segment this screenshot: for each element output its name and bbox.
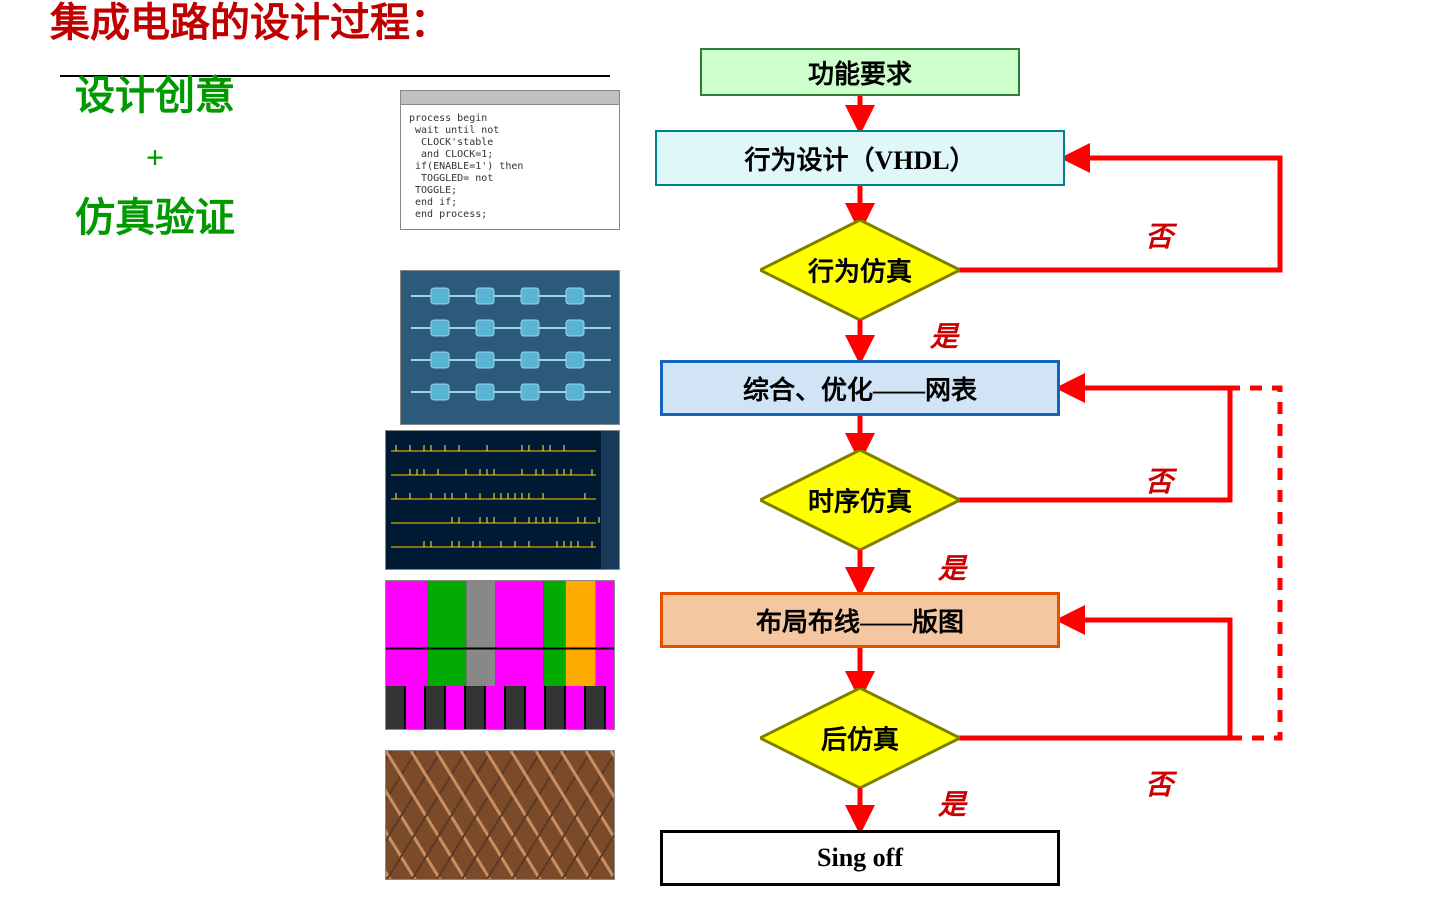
thumb-code: process begin wait until not CLOCK'stabl… bbox=[400, 90, 620, 230]
subtitle-line1: 设计创意 bbox=[75, 62, 235, 130]
flow-decision-d2: 时序仿真 bbox=[760, 450, 960, 550]
subtitle-line3: 仿真验证 bbox=[75, 184, 235, 252]
flow-node-n3: 布局布线——版图 bbox=[660, 592, 1060, 648]
flow-decision-d3: 后仿真 bbox=[760, 688, 960, 788]
thumb-chip bbox=[385, 750, 615, 880]
flow-node-n0: 功能要求 bbox=[700, 48, 1020, 96]
flow-decision-d1: 行为仿真 bbox=[760, 220, 960, 320]
edge-label: 是 bbox=[930, 315, 958, 355]
thumb-layout bbox=[385, 580, 615, 730]
page-title: 集成电路的设计过程： bbox=[50, 0, 450, 48]
subtitle: 设计创意 + 仿真验证 bbox=[75, 62, 235, 252]
edge-label: 否 bbox=[1145, 460, 1173, 500]
thumb-waveform bbox=[385, 430, 620, 570]
flow-node-n2: 综合、优化——网表 bbox=[660, 360, 1060, 416]
flow-node-n4: Sing off bbox=[660, 830, 1060, 886]
edge-label: 是 bbox=[938, 547, 966, 587]
edge-label: 否 bbox=[1145, 215, 1173, 255]
edge-label: 是 bbox=[938, 783, 966, 823]
edge-label: 否 bbox=[1145, 763, 1173, 803]
subtitle-line2: + bbox=[75, 130, 235, 184]
thumb-schematic bbox=[400, 270, 620, 425]
flow-node-n1: 行为设计（VHDL） bbox=[655, 130, 1065, 186]
